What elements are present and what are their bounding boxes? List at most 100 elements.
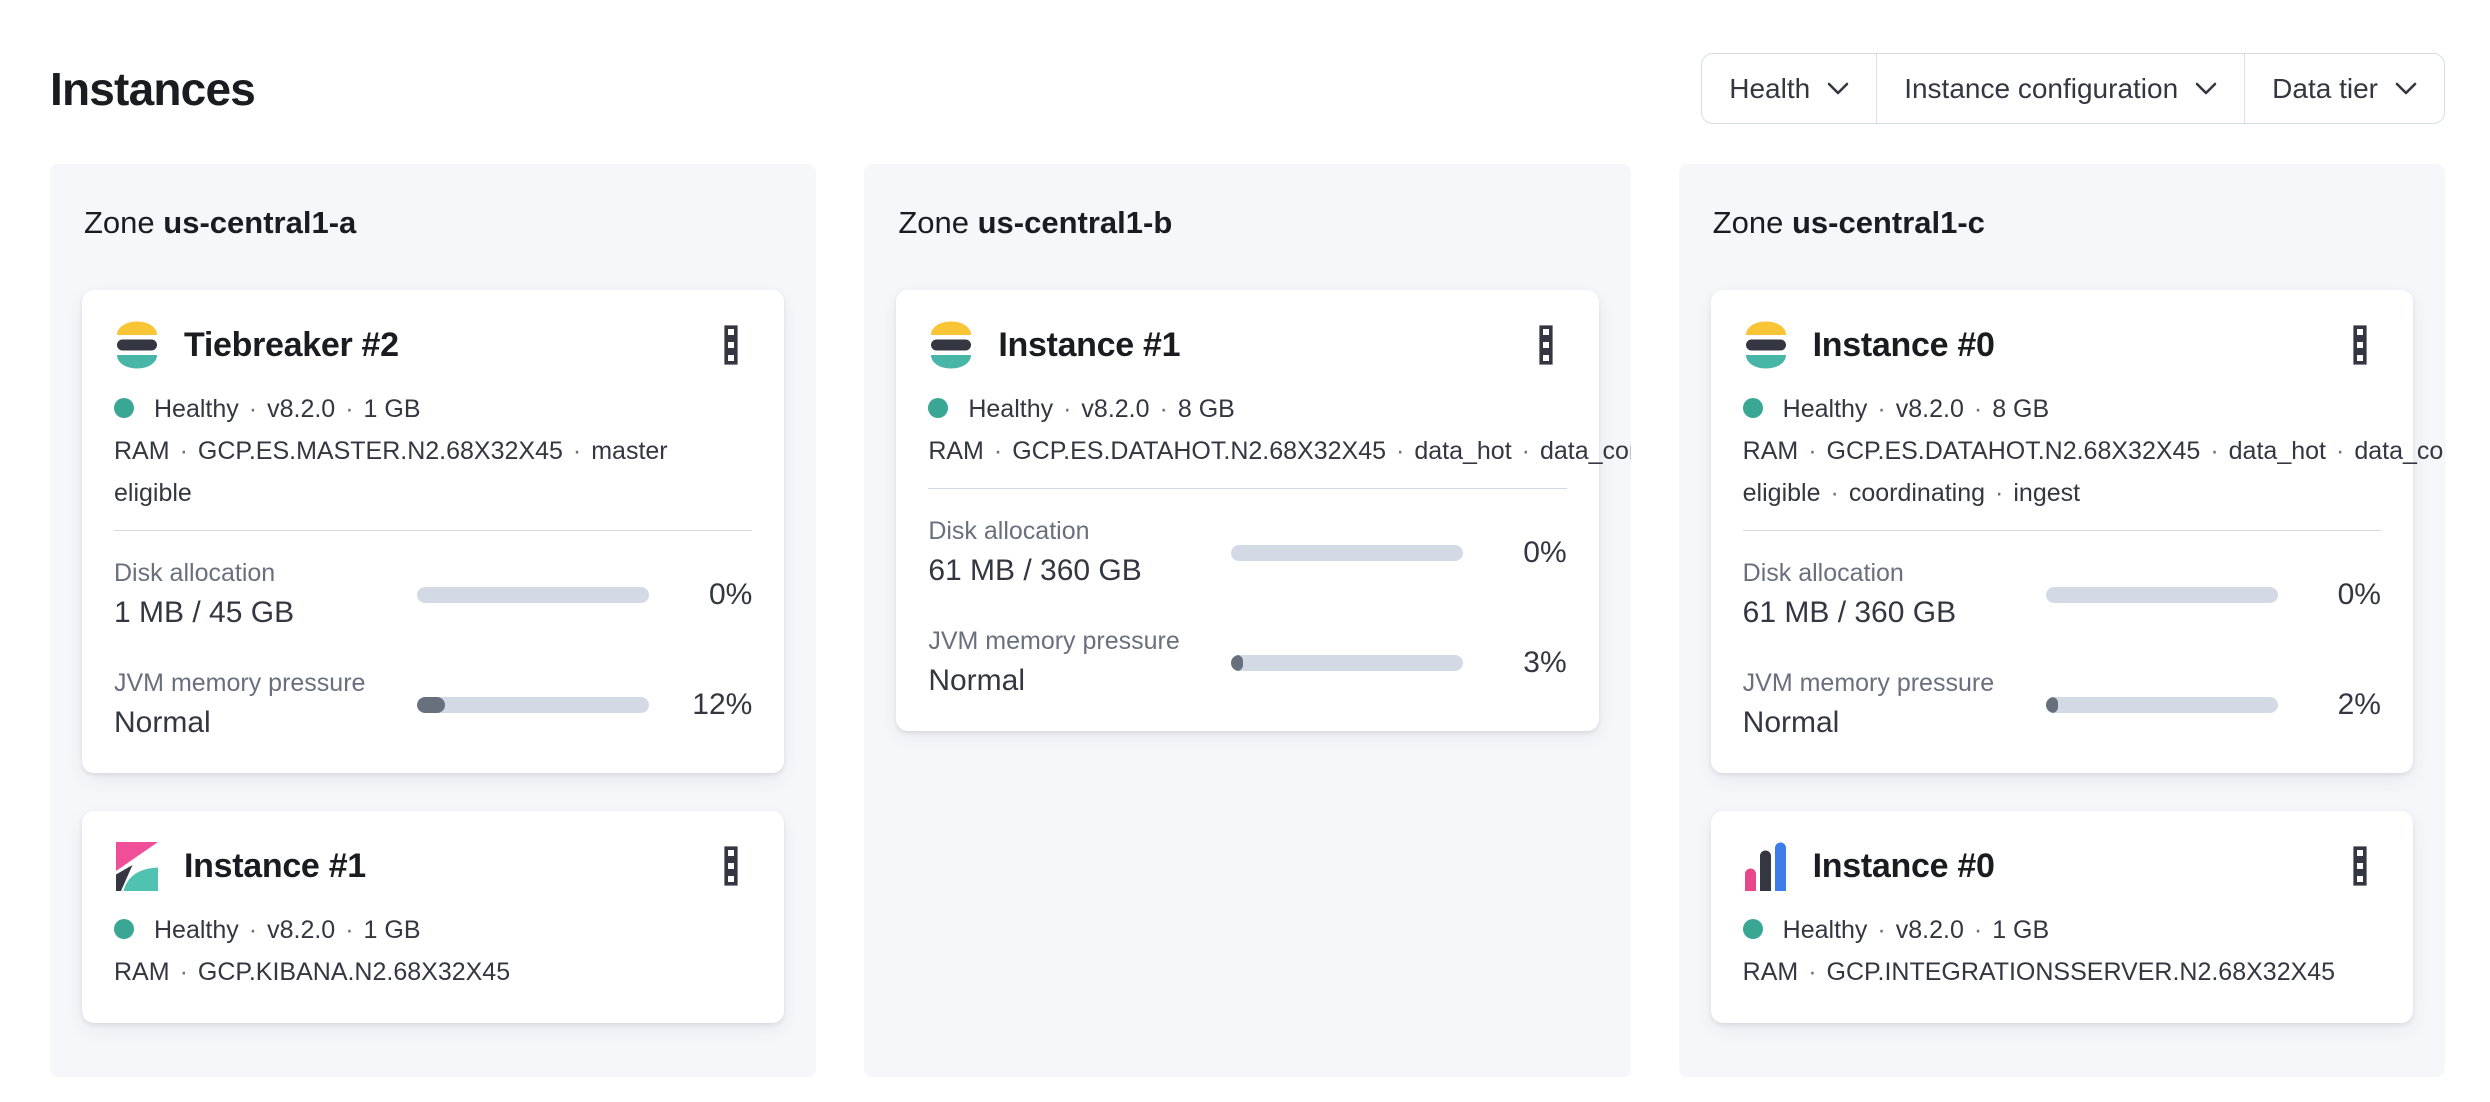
instance-card: Instance #0 Healthy · v8.2.0 · 8 GB RAM · GCP.… <box>1710 290 2445 773</box>
filter-button[interactable]: Instance configuration <box>1876 54 2245 123</box>
page-title: Instances <box>50 63 256 115</box>
instance-card: Tiebreaker #2 Healthy · v8.2.0 · 1 GB RAM · GC… <box>82 290 785 773</box>
metric-percent: 0% <box>2337 578 2381 611</box>
progress-bar <box>417 697 649 713</box>
status-segment: v8.2.0 <box>1081 395 1150 423</box>
instance-status: Healthy · v8.2.0 · 1 GB RAM · GCP.INTEGRATIONS… <box>1742 909 2381 993</box>
zones-row: Zone us-central1-a Tiebreaker #2 Healthy… <box>50 164 2445 1077</box>
status-segment: 1 GB RAM <box>114 395 421 465</box>
instance-card: Instance #1 Healthy · v8.2.0 · 8 GB RAM · GCP.… <box>896 290 1631 731</box>
status-separator: · <box>179 437 188 465</box>
status-separator: · <box>1877 395 1886 423</box>
filter-group: Health Instance configuration Data tier <box>1701 53 2445 124</box>
instance-card: Instance #0 Healthy · v8.2.0 · 1 GB RAM · GCP.… <box>1710 811 2413 1023</box>
metric-label: JVM memory pressure <box>928 627 1180 655</box>
metric-percent: 12% <box>692 688 753 721</box>
page-header: Instances Health Instance configuration … <box>0 0 2490 164</box>
metric-label: Disk allocation <box>928 517 1090 545</box>
metric-text: Disk allocation 61 MB / 360 GB <box>928 515 1215 591</box>
status-separator: · <box>1396 437 1405 465</box>
status-segments: Healthy · v8.2.0 · 1 GB RAM · GCP.KIBANA.N2.68… <box>114 916 510 986</box>
status-segment: v8.2.0 <box>267 916 336 944</box>
status-segment: data_content <box>1539 437 1631 465</box>
instance-status: Healthy · v8.2.0 · 8 GB RAM · GCP.ES.DATAHOT.N… <box>1742 388 2445 514</box>
progress-bar <box>417 587 649 603</box>
status-segment: data_hot <box>1414 437 1512 465</box>
status-segment: Healthy <box>1782 395 1868 423</box>
elasticsearch-logo <box>114 320 160 370</box>
kibana-logo-graphic <box>116 842 158 891</box>
status-separator: · <box>1063 395 1072 423</box>
status-segment: Healthy <box>1782 916 1868 944</box>
progress-bar-fill <box>2045 697 2058 713</box>
status-segment: data_hot <box>2228 437 2326 465</box>
metric-percent: 2% <box>2337 688 2381 721</box>
status-separator: · <box>179 958 188 986</box>
instance-menu-button[interactable] <box>718 842 744 890</box>
metric-percent: 0% <box>708 578 753 611</box>
metric-text: JVM memory pressure Normal <box>1743 667 2030 743</box>
metrics-section: Disk allocation 61 MB / 360 GB 0% JVM me… <box>1743 557 2381 743</box>
boxes-vertical-icon <box>2353 846 2367 886</box>
status-separator: · <box>1995 479 2004 507</box>
status-separator: · <box>248 916 258 944</box>
instance-title: Instance #0 <box>1812 847 1995 885</box>
filter-button[interactable]: Data tier <box>2244 54 2444 123</box>
filter-button[interactable]: Health <box>1702 54 1877 123</box>
instance-title: Instance #1 <box>184 847 366 885</box>
metric-percent: 3% <box>1523 646 1567 679</box>
status-segment: GCP.KIBANA.N2.68X32X45 <box>197 958 511 986</box>
status-separator: · <box>1159 395 1168 423</box>
progress-bar <box>1231 545 1464 561</box>
elasticsearch-logo <box>928 320 974 370</box>
status-segment: v8.2.0 <box>267 395 336 423</box>
metrics-section: Disk allocation 61 MB / 360 GB 0% JVM me… <box>928 515 1566 701</box>
zone-label: Zone us-central1-c <box>1713 206 2413 240</box>
zone-panel: Zone us-central1-a Tiebreaker #2 Healthy… <box>50 164 817 1077</box>
instance-menu-button[interactable] <box>718 321 744 369</box>
progress-bar <box>2045 587 2278 603</box>
progress-bar <box>2045 697 2278 713</box>
status-separator: · <box>345 395 354 423</box>
boxes-vertical-icon <box>1539 325 1553 365</box>
health-dot <box>114 398 134 418</box>
status-segment: GCP.INTEGRATIONSSERVER.N2.68X32X45 <box>1826 958 2336 986</box>
status-segments: Healthy · v8.2.0 · 8 GB RAM · GCP.ES.DATAHOT.N… <box>1743 395 2445 507</box>
metric-row: JVM memory pressure Normal 12% <box>114 667 752 743</box>
instance-menu-button[interactable] <box>2347 321 2373 369</box>
status-separator: · <box>2210 437 2219 465</box>
card-header: Tiebreaker #2 <box>114 320 752 370</box>
health-dot <box>114 919 134 939</box>
instance-menu-button[interactable] <box>1533 321 1559 369</box>
boxes-vertical-icon <box>724 325 738 365</box>
metric-text: Disk allocation 1 MB / 45 GB <box>114 557 401 633</box>
health-dot <box>1742 919 1763 939</box>
status-segment: Healthy <box>154 916 239 944</box>
instance-title: Tiebreaker #2 <box>184 326 399 364</box>
zone-cards: Instance #1 Healthy · v8.2.0 · 8 GB RAM · GCP.… <box>896 290 1631 731</box>
progress-bar <box>1231 655 1464 671</box>
metric-text: JVM memory pressure Normal <box>114 667 401 743</box>
status-segments: Healthy · v8.2.0 · 1 GB RAM · GCP.INTEGRATIONS… <box>1743 916 2335 986</box>
status-segment: coordinating <box>1848 479 1986 507</box>
chevron-down-icon <box>2395 82 2417 95</box>
progress-bar-fill <box>417 697 445 713</box>
status-segments: Healthy · v8.2.0 · 8 GB RAM · GCP.ES.DATAHOT.N… <box>928 395 1630 465</box>
integrations-server-logo <box>1743 841 1789 891</box>
card-divider <box>114 530 753 531</box>
zone-name: us-central1-c <box>1791 205 1985 240</box>
zone-label: Zone us-central1-b <box>898 206 1598 240</box>
status-segment: 1 GB RAM <box>114 916 421 986</box>
metric-row: Disk allocation 1 MB / 45 GB 0% <box>114 557 752 633</box>
instance-title: Instance #1 <box>998 326 1181 364</box>
status-separator: · <box>1521 437 1530 465</box>
filter-label: Instance configuration <box>1904 72 2179 104</box>
instance-menu-button[interactable] <box>2347 842 2373 890</box>
card-header: Instance #0 <box>1743 841 2381 891</box>
zone-label-prefix: Zone <box>84 205 155 240</box>
status-segments: Healthy · v8.2.0 · 1 GB RAM · GCP.ES.MASTER.N2… <box>114 395 668 507</box>
chevron-down-icon <box>2195 82 2217 95</box>
status-separator: · <box>345 916 354 944</box>
zone-label-prefix: Zone <box>898 205 969 240</box>
